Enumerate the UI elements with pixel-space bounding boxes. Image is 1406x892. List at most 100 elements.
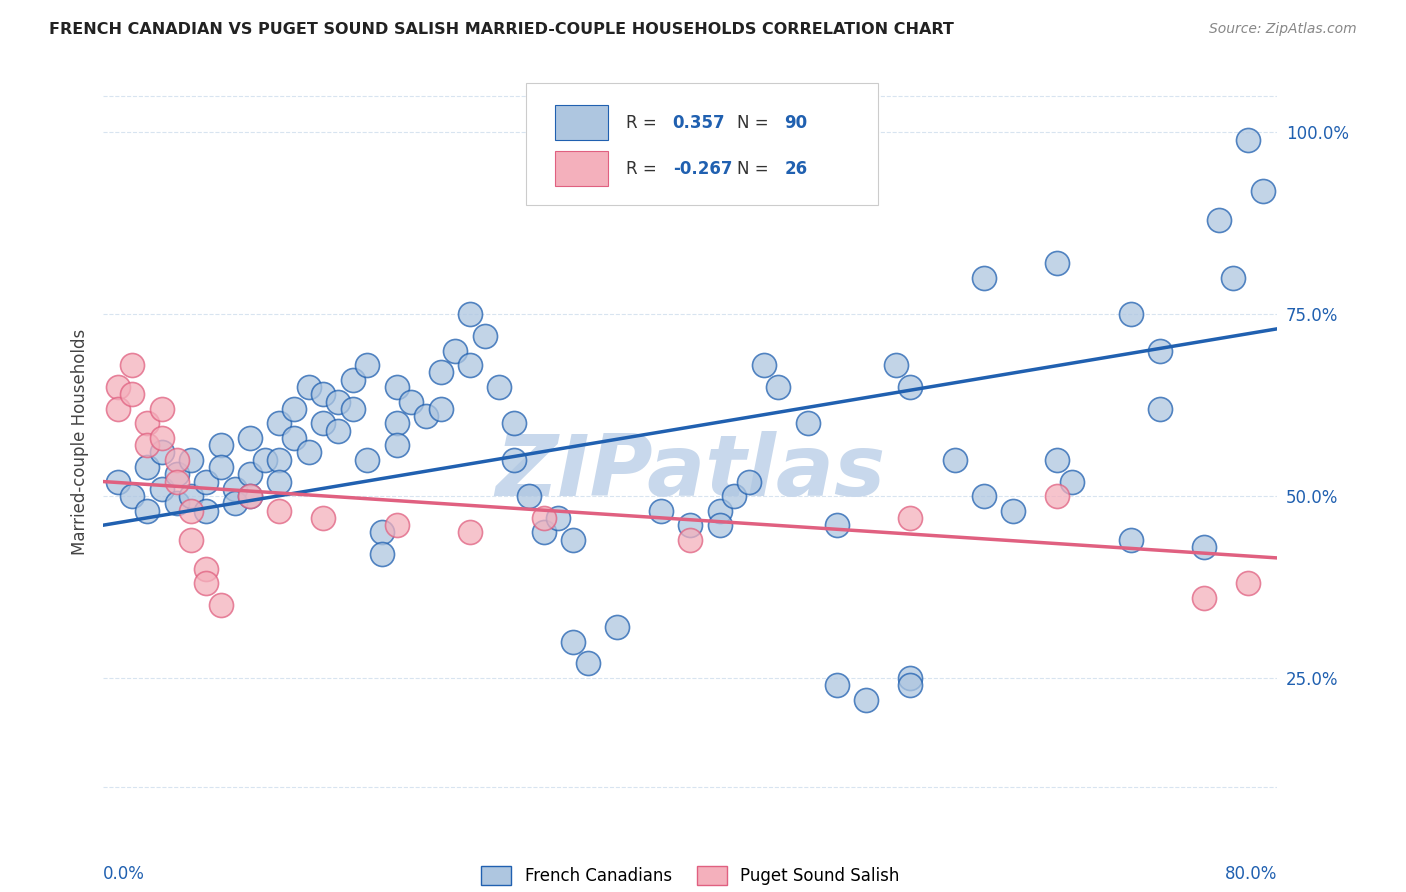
Text: 0.357: 0.357: [672, 114, 725, 132]
Point: [209, 460, 232, 475]
Point: [312, 387, 335, 401]
Point: [709, 518, 731, 533]
Point: [503, 452, 526, 467]
Point: [679, 518, 702, 533]
Point: [150, 445, 173, 459]
Point: [253, 452, 276, 467]
Point: [1119, 533, 1142, 547]
Point: [503, 417, 526, 431]
Point: [150, 482, 173, 496]
Point: [752, 358, 775, 372]
Point: [1208, 212, 1230, 227]
Point: [269, 452, 291, 467]
Text: FRENCH CANADIAN VS PUGET SOUND SALISH MARRIED-COUPLE HOUSEHOLDS CORRELATION CHAR: FRENCH CANADIAN VS PUGET SOUND SALISH MA…: [49, 22, 955, 37]
Point: [533, 511, 555, 525]
Point: [900, 511, 922, 525]
Point: [121, 387, 143, 401]
Point: [474, 329, 496, 343]
Point: [136, 438, 159, 452]
Point: [107, 475, 129, 489]
Point: [107, 401, 129, 416]
Point: [1251, 184, 1274, 198]
Point: [796, 417, 818, 431]
Point: [458, 307, 481, 321]
Text: -0.267: -0.267: [672, 160, 733, 178]
Point: [194, 576, 217, 591]
Point: [136, 460, 159, 475]
Point: [1046, 452, 1069, 467]
Point: [166, 452, 188, 467]
Point: [121, 489, 143, 503]
Point: [458, 525, 481, 540]
Point: [239, 431, 262, 445]
Point: [768, 380, 790, 394]
Point: [576, 657, 599, 671]
Point: [166, 467, 188, 482]
Point: [385, 518, 408, 533]
Point: [825, 678, 848, 692]
Point: [239, 489, 262, 503]
Point: [283, 431, 305, 445]
Point: [401, 394, 423, 409]
Point: [312, 417, 335, 431]
Point: [900, 671, 922, 685]
Point: [561, 533, 583, 547]
Point: [973, 270, 995, 285]
Point: [136, 503, 159, 517]
Point: [269, 503, 291, 517]
Point: [1192, 540, 1215, 554]
Point: [943, 452, 966, 467]
Point: [371, 525, 394, 540]
Point: [1237, 576, 1260, 591]
Point: [209, 599, 232, 613]
Point: [239, 489, 262, 503]
Point: [166, 496, 188, 510]
Point: [1237, 133, 1260, 147]
Point: [973, 489, 995, 503]
Point: [180, 489, 202, 503]
Text: Source: ZipAtlas.com: Source: ZipAtlas.com: [1209, 22, 1357, 37]
Point: [385, 438, 408, 452]
Point: [121, 358, 143, 372]
Point: [650, 503, 672, 517]
Point: [1046, 256, 1069, 270]
FancyBboxPatch shape: [526, 83, 879, 205]
Text: 26: 26: [785, 160, 807, 178]
Point: [371, 547, 394, 561]
Point: [1149, 401, 1171, 416]
Point: [738, 475, 761, 489]
Point: [385, 380, 408, 394]
Point: [547, 511, 569, 525]
Text: 0.0%: 0.0%: [103, 865, 145, 883]
Legend: French Canadians, Puget Sound Salish: French Canadians, Puget Sound Salish: [475, 859, 905, 891]
Point: [1046, 489, 1069, 503]
Point: [1060, 475, 1083, 489]
Point: [444, 343, 467, 358]
Point: [283, 401, 305, 416]
Point: [606, 620, 628, 634]
Point: [429, 401, 451, 416]
Text: N =: N =: [737, 160, 775, 178]
Point: [855, 693, 877, 707]
Point: [342, 373, 364, 387]
Point: [166, 475, 188, 489]
Point: [1222, 270, 1244, 285]
Point: [326, 424, 349, 438]
Bar: [555, 105, 609, 140]
Point: [224, 496, 246, 510]
Point: [136, 417, 159, 431]
Point: [488, 380, 510, 394]
Point: [269, 475, 291, 489]
Point: [1149, 343, 1171, 358]
Point: [107, 380, 129, 394]
Text: ZIPatlas: ZIPatlas: [495, 431, 886, 514]
Text: 90: 90: [785, 114, 807, 132]
Text: R =: R =: [626, 160, 662, 178]
Point: [517, 489, 540, 503]
Point: [180, 533, 202, 547]
Point: [1119, 307, 1142, 321]
Point: [356, 358, 378, 372]
Point: [150, 401, 173, 416]
Point: [533, 525, 555, 540]
Point: [900, 380, 922, 394]
